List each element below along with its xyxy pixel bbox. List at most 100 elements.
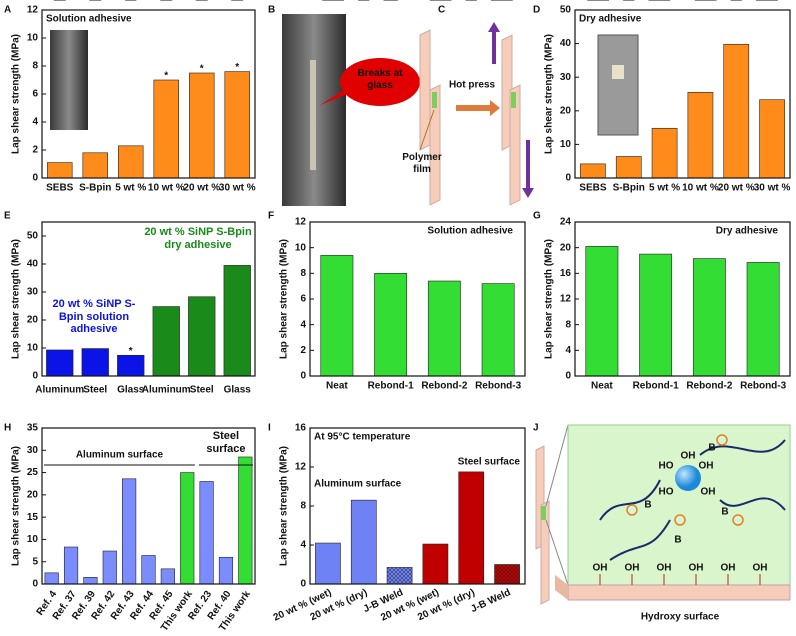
y-tick-label: 5 [32, 556, 38, 567]
x-tick-label: Neat [591, 381, 613, 392]
surface-oh: OH [689, 563, 704, 574]
plot-frame [41, 9, 256, 179]
x-tick-label: 5 wt % [115, 183, 146, 194]
series-label-box: 20 wt % SiNP S-Bpin dry adhesive [144, 226, 251, 251]
y-tick-label: 25 [27, 467, 39, 478]
callout-box: Breaks at glass [357, 68, 403, 91]
y-tick-label: 24 [560, 217, 572, 228]
bar [223, 265, 251, 377]
bar [44, 572, 59, 585]
chart-title: Solution adhesive [46, 14, 132, 25]
bar [82, 152, 108, 179]
y-tick-label: 20 [27, 489, 39, 500]
photo-inset [597, 34, 639, 136]
sample-strip [310, 60, 316, 170]
bar [615, 156, 642, 179]
y-axis-label: Lap shear strength (MPa) [279, 446, 290, 566]
phenyl-ring [732, 514, 744, 526]
x-tick-label: 30 wt % [754, 183, 791, 194]
y-tick-label: 16 [295, 423, 307, 434]
bar [723, 43, 750, 179]
silica-particle [675, 465, 701, 491]
surface-oh: OH [625, 563, 640, 574]
zoom-panel [567, 424, 791, 586]
bar [224, 71, 250, 179]
y-tick-label: 12 [295, 217, 307, 228]
y-tick-label: 50 [560, 5, 572, 16]
atom-label: OH [681, 451, 696, 462]
bar [83, 577, 98, 585]
panel-label: A [4, 5, 11, 16]
atom-label: B [644, 500, 651, 511]
x-tick-label: J-B Weld [469, 587, 512, 615]
zoom-line [545, 519, 569, 586]
bar [422, 543, 449, 585]
y-tick-label: 2 [300, 345, 306, 356]
plot-frame [574, 9, 791, 179]
series-label-box: 20 wt % SiNP S-Bpin solution adhesive [52, 298, 136, 332]
panel-label: J [533, 423, 539, 434]
x-tick-label: Neat [326, 381, 348, 392]
zoom-line [545, 424, 569, 507]
y-tick-label: 0 [32, 173, 38, 184]
phenyl-ring [674, 514, 686, 526]
y-tick-label: 10 [560, 139, 572, 150]
atom-label: HO [659, 487, 674, 498]
series-label: 20 wt % SiNP S-Bpin solution adhesive [52, 298, 136, 332]
bar [199, 481, 214, 585]
y-tick-label: 10 [295, 242, 307, 253]
atom-label: OH [699, 461, 714, 472]
panel-label: G [533, 211, 541, 222]
bar [141, 555, 156, 585]
caption: Hydroxy surface [641, 612, 720, 623]
polymer-film [432, 92, 437, 108]
pointer [419, 109, 435, 151]
y-tick-label: 4 [565, 345, 571, 356]
y-tick-label: 12 [560, 294, 572, 305]
x-tick-label: Rebond-3 [740, 381, 787, 392]
y-tick-label: 30 [560, 72, 572, 83]
pull-arrow-head [488, 22, 500, 32]
panel-label: C [438, 5, 445, 16]
y-tick-label: 8 [565, 319, 571, 330]
phenyl-ring [716, 434, 728, 446]
polymer-chain [599, 439, 786, 561]
pull-arrow-head [522, 188, 534, 198]
x-tick-label: 20 wt % [183, 183, 220, 194]
surface-schematic [535, 424, 791, 605]
bar [81, 348, 109, 377]
bar [494, 564, 520, 585]
bar [427, 280, 461, 377]
atom-label: B [674, 535, 681, 546]
y-tick-label: 6 [32, 89, 38, 100]
x-tick-label: Aluminum [35, 385, 84, 396]
y-axis-label: Lap shear strength (MPa) [544, 239, 555, 359]
x-tick-label: Rebond-3 [475, 381, 522, 392]
bar [118, 145, 144, 179]
group-label: Steel surface [458, 457, 521, 468]
y-tick-label: 0 [32, 579, 38, 590]
bar [153, 79, 179, 179]
zoom-spot [541, 506, 546, 520]
y-axis-label: Lap shear strength (MPa) [11, 34, 22, 154]
slab [509, 84, 521, 206]
chart-title: At 95°C temperature [314, 432, 411, 443]
callout-text: Breaks at glass [357, 68, 403, 91]
callout-bubble [340, 58, 420, 106]
polymer-film [511, 92, 516, 108]
atom-label: OH [701, 487, 716, 498]
x-tick-label: Rebond-1 [368, 381, 415, 392]
x-tick-label: Glass [117, 385, 145, 396]
group-label: Aluminum surface [314, 479, 402, 490]
bar [320, 255, 354, 377]
y-axis-label: Lap shear strength (MPa) [11, 239, 22, 359]
atom-label: B [708, 443, 715, 454]
panel-label: D [533, 5, 540, 16]
panel-label: B [268, 5, 275, 16]
bar [585, 246, 619, 377]
annotation: * [129, 346, 133, 357]
bar [122, 478, 137, 585]
y-tick-label: 0 [32, 371, 38, 382]
y-tick-label: 0 [300, 371, 306, 382]
